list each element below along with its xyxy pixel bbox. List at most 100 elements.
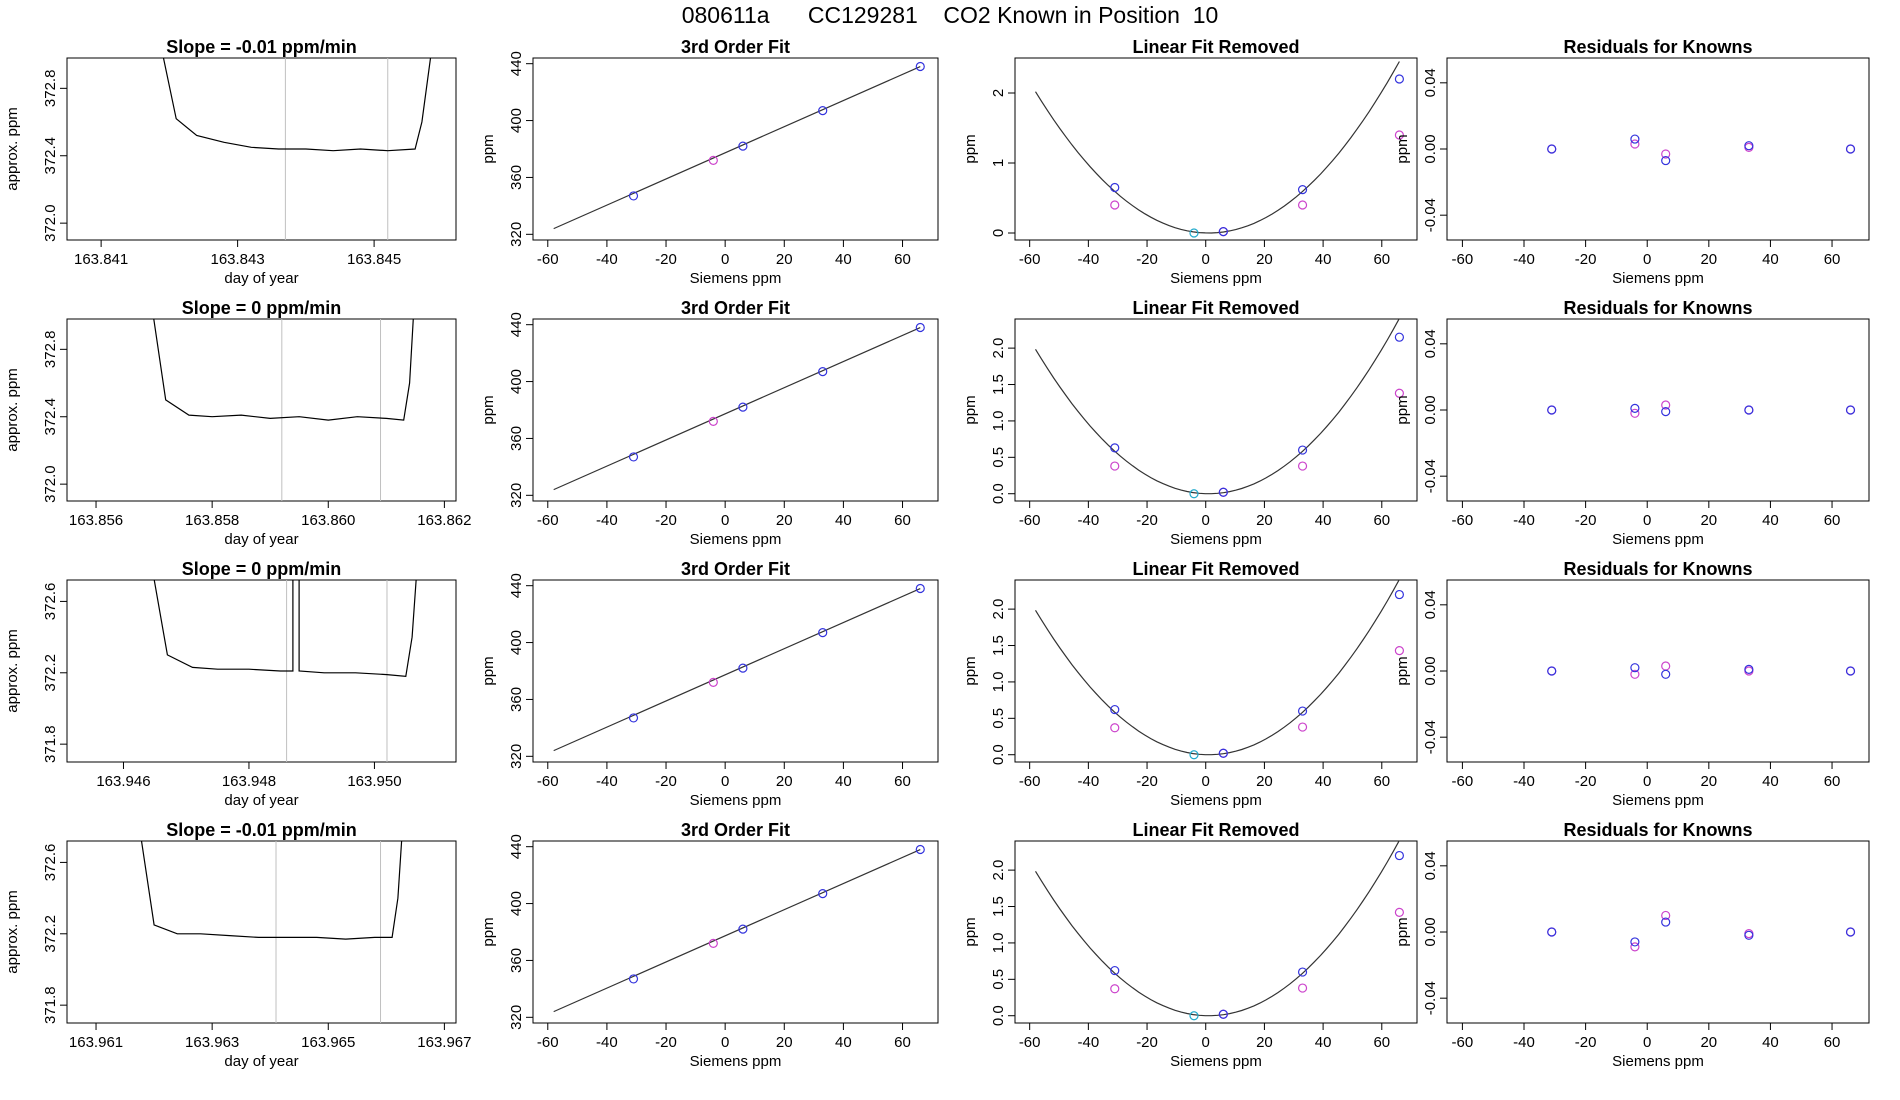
plot-title: 3rd Order Fit: [681, 298, 790, 318]
y-tick-label: -0.04: [1422, 459, 1439, 493]
magenta-point: [1297, 200, 1308, 210]
blue-point: [1110, 965, 1120, 976]
plot-title: 3rd Order Fit: [681, 820, 790, 840]
blue-point: [1394, 74, 1404, 84]
plot-title: Linear Fit Removed: [1132, 820, 1299, 840]
plot-title: Linear Fit Removed: [1132, 559, 1299, 579]
plot-frame: [1446, 840, 1870, 1024]
blue-point: [1630, 403, 1640, 413]
x-tick-label: 40: [1315, 512, 1332, 529]
x-tick-label: 0: [1643, 512, 1651, 529]
blue-point: [1630, 134, 1640, 144]
x-tick-label: 40: [835, 773, 852, 790]
y-tick-label: 400: [508, 630, 525, 655]
y-tick-label: 0.0: [990, 1005, 1007, 1026]
x-tick-label: -20: [1575, 1034, 1597, 1051]
y-axis-label: approx. ppm: [4, 368, 21, 451]
x-tick-label: 40: [1762, 1034, 1779, 1051]
y-tick-label: 360: [508, 426, 525, 451]
plot-title: Residuals for Knowns: [1563, 820, 1752, 840]
blue-point: [915, 61, 925, 72]
cyan-point: [1189, 228, 1199, 238]
x-tick-label: 60: [894, 251, 911, 268]
x-tick-label: 163.946: [96, 773, 150, 790]
y-tick-label: 0.5: [990, 447, 1007, 468]
x-tick-label: 163.963: [185, 1034, 239, 1051]
plot-frame: [1446, 318, 1870, 502]
fit-curve: [1034, 841, 1400, 1017]
y-tick-label: 0.5: [990, 708, 1007, 729]
y-axis-label: ppm: [1394, 395, 1411, 424]
plot-frame: [1446, 57, 1870, 241]
x-tick-label: -20: [655, 512, 677, 529]
magenta-point: [1110, 200, 1120, 210]
blue-point: [1394, 332, 1404, 342]
blue-point: [915, 322, 925, 333]
x-tick-label: 163.843: [210, 251, 264, 268]
y-tick-label: 0.00: [1422, 656, 1439, 685]
x-tick-label: 163.860: [301, 512, 355, 529]
magenta-point: [1394, 646, 1404, 656]
plot-frame: [66, 840, 457, 1024]
magenta-point: [708, 938, 718, 948]
y-axis-label: approx. ppm: [4, 890, 21, 973]
x-tick-label: -40: [1078, 251, 1100, 268]
y-axis-label: ppm: [962, 395, 979, 424]
x-tick-label: -40: [596, 251, 618, 268]
y-tick-label: 1.5: [990, 896, 1007, 917]
blue-point: [1547, 927, 1557, 937]
x-tick-label: -40: [1078, 773, 1100, 790]
y-tick-label: 440: [508, 312, 525, 337]
y-tick-label: -0.04: [1422, 720, 1439, 754]
x-tick-label: -40: [1513, 1034, 1535, 1051]
x-tick-label: 20: [1700, 773, 1717, 790]
x-tick-label: 60: [1824, 512, 1841, 529]
x-tick-label: 163.950: [347, 773, 401, 790]
magenta-point: [1110, 723, 1120, 733]
x-tick-label: 0: [721, 1034, 729, 1051]
x-tick-label: 60: [894, 773, 911, 790]
x-axis-label: Siemens ppm: [1612, 1053, 1704, 1070]
x-tick-label: -20: [1136, 1034, 1158, 1051]
plot-frame: [66, 57, 457, 241]
blue-point: [1218, 487, 1228, 497]
plot-title: Slope = -0.01 ppm/min: [166, 820, 357, 840]
trace-line: [153, 580, 417, 678]
blue-point: [1218, 748, 1228, 758]
y-axis-label: approx. ppm: [4, 629, 21, 712]
x-tick-label: 20: [776, 512, 793, 529]
x-tick-label: 40: [1762, 512, 1779, 529]
x-tick-label: 60: [894, 512, 911, 529]
x-axis-label: Siemens ppm: [690, 270, 782, 287]
blue-point: [1297, 967, 1308, 977]
blue-point: [1547, 405, 1557, 415]
fit-line: [553, 587, 921, 752]
x-axis-label: Siemens ppm: [1612, 270, 1704, 287]
x-tick-label: 163.858: [185, 512, 239, 529]
blue-point: [1110, 704, 1120, 715]
magenta-point: [1630, 942, 1640, 952]
blue-point: [738, 663, 748, 673]
fit-line: [553, 848, 921, 1013]
y-axis-label: ppm: [962, 917, 979, 946]
x-tick-label: -40: [596, 512, 618, 529]
y-tick-label: 372.6: [42, 583, 59, 621]
x-tick-label: 60: [1373, 1034, 1390, 1051]
blue-point: [1845, 405, 1856, 415]
blue-point: [1661, 669, 1671, 679]
magenta-point: [1110, 461, 1120, 471]
y-tick-label: 372.2: [42, 654, 59, 692]
blue-point: [1547, 144, 1557, 154]
magenta-point: [1297, 983, 1308, 993]
x-tick-label: -40: [1513, 251, 1535, 268]
y-tick-label: 1.0: [990, 671, 1007, 692]
plot-title: Residuals for Knowns: [1563, 559, 1752, 579]
x-tick-label: -60: [1452, 251, 1474, 268]
y-tick-label: 2.0: [990, 599, 1007, 620]
y-axis-label: approx. ppm: [4, 107, 21, 190]
x-tick-label: -20: [655, 773, 677, 790]
x-axis-label: Siemens ppm: [690, 531, 782, 548]
magenta-point: [708, 677, 718, 687]
blue-point: [915, 844, 925, 855]
